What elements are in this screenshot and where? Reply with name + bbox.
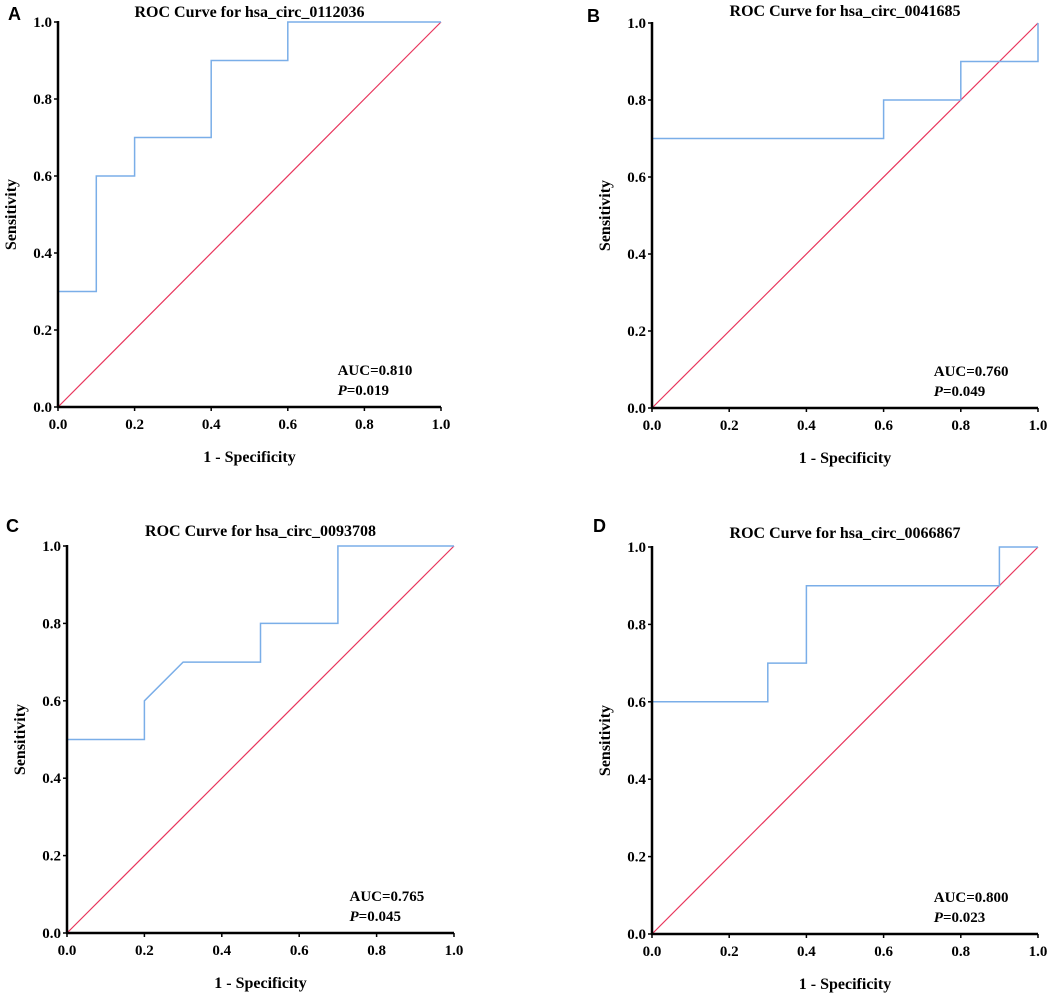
y-tick-label: 0.4 xyxy=(627,247,646,263)
x-tick-label: 0.2 xyxy=(720,418,739,434)
y-tick-label: 1.0 xyxy=(627,540,646,556)
x-tick-label: 0.2 xyxy=(125,417,144,433)
reference-line xyxy=(66,545,455,934)
x-tick-label: 0.8 xyxy=(951,418,970,434)
y-tick-label: 0.2 xyxy=(627,850,646,866)
x-tick-label: 0.4 xyxy=(797,944,816,960)
auc-label: AUC=0.800 xyxy=(934,890,1009,906)
p-symbol: P xyxy=(338,383,348,399)
p-symbol: P xyxy=(934,384,944,400)
y-tick-label: 0.2 xyxy=(627,324,646,340)
y-axis-label: Sensitivity xyxy=(3,179,20,250)
x-tick-label: 0.8 xyxy=(355,417,374,433)
y-tick-label: 0.2 xyxy=(33,323,52,339)
p-value-label: P=0.045 xyxy=(350,909,401,925)
roc-curve xyxy=(57,21,441,407)
p-value-label: P=0.049 xyxy=(934,384,985,400)
chart-title: ROC Curve for hsa_circ_0066867 xyxy=(730,525,961,542)
y-tick-label: 0.8 xyxy=(627,93,646,109)
y-tick-label: 0.0 xyxy=(627,927,646,943)
x-axis-label: 1 - Specificity xyxy=(214,975,306,992)
p-value-label: P=0.019 xyxy=(338,383,389,399)
p-value: =0.019 xyxy=(347,383,389,399)
panel-letter: B xyxy=(587,6,600,26)
y-tick-label: 0.4 xyxy=(42,771,61,787)
y-tick-label: 0.0 xyxy=(627,401,646,417)
x-tick-label: 0.6 xyxy=(874,944,893,960)
x-tick-label: 0.2 xyxy=(720,944,739,960)
y-tick-label: 0.4 xyxy=(627,772,646,788)
y-tick-label: 1.0 xyxy=(627,16,646,32)
y-axis-label: Sensitivity xyxy=(12,704,29,775)
x-tick-label: 0.0 xyxy=(58,943,77,959)
roc-curve xyxy=(651,23,1039,408)
panel-letter: A xyxy=(8,4,21,24)
y-tick-label: 0.6 xyxy=(42,694,61,710)
y-tick-label: 0.8 xyxy=(33,92,52,108)
y-tick-label: 0.6 xyxy=(627,170,646,186)
x-tick-label: 0.4 xyxy=(212,943,231,959)
y-axis-label: Sensitivity xyxy=(597,705,614,776)
y-tick-label: 0.8 xyxy=(42,616,61,632)
x-tick-label: 0.6 xyxy=(278,417,297,433)
x-tick-label: 0.0 xyxy=(643,944,662,960)
x-axis-label: 1 - Specificity xyxy=(203,449,295,466)
chart-title: ROC Curve for hsa_circ_0112036 xyxy=(134,4,364,21)
p-value: =0.023 xyxy=(943,910,985,926)
p-symbol: P xyxy=(350,909,360,925)
x-tick-label: 1.0 xyxy=(445,943,464,959)
reference-line xyxy=(651,546,1039,935)
roc-panel-d: D ROC Curve for hsa_circ_0066867 0.0 0.2 0.4… xyxy=(593,516,1047,993)
p-value: =0.045 xyxy=(359,909,401,925)
auc-label: AUC=0.760 xyxy=(934,364,1009,380)
x-tick-label: 0.0 xyxy=(49,417,68,433)
y-tick-label: 0.4 xyxy=(33,246,52,262)
reference-line xyxy=(651,22,1039,409)
auc-label: AUC=0.810 xyxy=(338,363,413,379)
y-axis-label: Sensitivity xyxy=(597,180,614,251)
x-tick-label: 1.0 xyxy=(432,417,451,433)
p-symbol: P xyxy=(934,910,944,926)
y-tick-label: 0.2 xyxy=(42,849,61,865)
x-tick-label: 0.0 xyxy=(643,418,662,434)
y-tick-label: 1.0 xyxy=(42,539,61,555)
x-tick-label: 0.2 xyxy=(135,943,154,959)
y-tick-label: 0.6 xyxy=(33,169,52,185)
p-value: =0.049 xyxy=(943,384,985,400)
panel-letter: D xyxy=(593,516,606,536)
y-tick-label: 0.8 xyxy=(627,617,646,633)
y-tick-label: 1.0 xyxy=(33,15,52,31)
x-tick-label: 0.6 xyxy=(874,418,893,434)
roc-panel-b: B ROC Curve for hsa_circ_0041685 0.0 0.2 0.4… xyxy=(587,3,1047,467)
roc-panel-a: A ROC Curve for hsa_circ_0112036 0.0 0.2 0.4… xyxy=(3,4,450,466)
chart-title: ROC Curve for hsa_circ_0093708 xyxy=(145,523,376,540)
x-tick-label: 0.8 xyxy=(951,944,970,960)
roc-curve xyxy=(66,545,454,933)
x-tick-label: 0.6 xyxy=(290,943,309,959)
x-axis-label: 1 - Specificity xyxy=(799,976,891,993)
y-tick-label: 0.6 xyxy=(627,695,646,711)
chart-title: ROC Curve for hsa_circ_0041685 xyxy=(730,3,961,20)
x-axis-label: 1 - Specificity xyxy=(799,450,891,467)
y-tick-label: 0.0 xyxy=(33,400,52,416)
x-tick-label: 0.4 xyxy=(202,417,221,433)
x-tick-label: 0.8 xyxy=(367,943,386,959)
x-tick-label: 1.0 xyxy=(1029,944,1048,960)
panel-letter: C xyxy=(6,516,19,536)
roc-panel-c: C ROC Curve for hsa_circ_0093708 0.0 0.2 0.4… xyxy=(6,516,463,992)
reference-line xyxy=(57,21,442,408)
x-tick-label: 0.4 xyxy=(797,418,816,434)
x-tick-label: 1.0 xyxy=(1029,418,1048,434)
auc-label: AUC=0.765 xyxy=(350,889,425,905)
roc-curve xyxy=(651,546,1038,934)
p-value-label: P=0.023 xyxy=(934,910,985,926)
y-tick-label: 0.0 xyxy=(42,926,61,942)
